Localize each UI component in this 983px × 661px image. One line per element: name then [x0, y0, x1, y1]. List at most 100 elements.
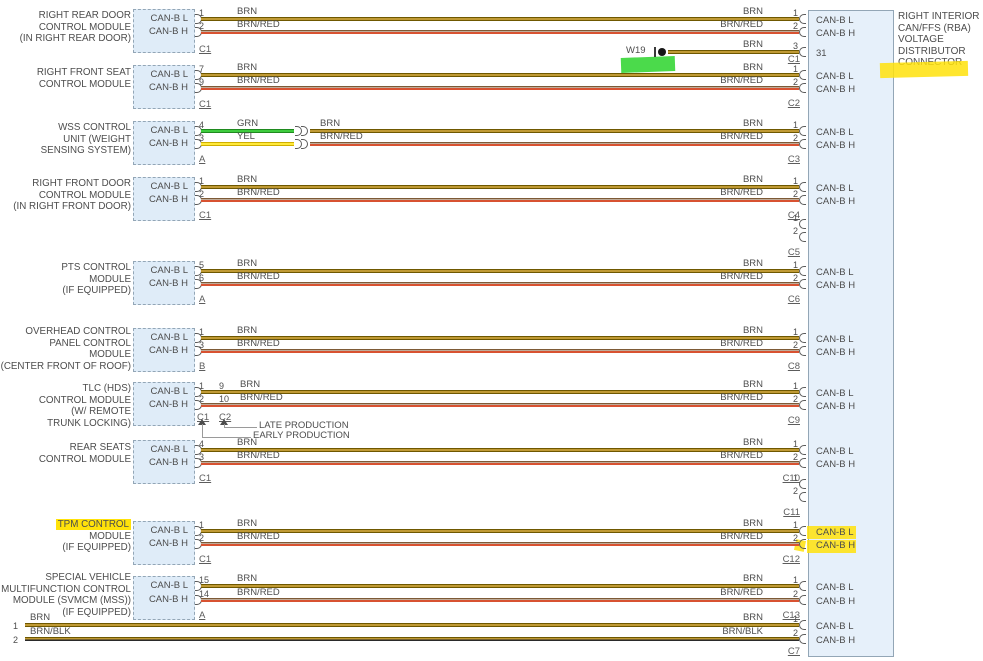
right-wire-label: BRN: [742, 325, 763, 336]
pin-number: 15: [199, 575, 210, 585]
production-arrow-icon: [220, 419, 228, 425]
right-wire-label: BRN/RED: [720, 187, 763, 198]
right-wire-label: BRN/RED: [720, 392, 763, 403]
wire-label: BRN: [237, 325, 258, 336]
module-name: TPM CONTROL MODULE (IF EQUIPPED): [0, 519, 131, 554]
right-port-label: CAN-B L: [816, 388, 854, 399]
wire-label: BRN: [237, 573, 258, 584]
right-port-label: CAN-B H: [816, 459, 856, 470]
module-name-line: CONTROL MODULE: [38, 453, 131, 465]
pin-number: 3: [199, 340, 205, 350]
module-name-line: (IF EQUIPPED): [62, 542, 131, 553]
module-port-label: CAN-B L: [150, 580, 188, 591]
right-pin-arc-icon: [799, 458, 806, 468]
right-connector-label: C2: [787, 98, 800, 109]
pin-number: 2: [199, 394, 205, 404]
wire: [201, 598, 799, 602]
right-wire-label: BRN: [742, 573, 763, 584]
module-name-line: (W/ REMOTE: [71, 406, 131, 417]
right-connector-label: C6: [787, 294, 800, 305]
right-pin-arc-icon: [799, 266, 806, 276]
module-box: [133, 65, 195, 109]
module-box: [133, 382, 195, 426]
wire-label: BRN/RED: [240, 392, 283, 403]
wire: [201, 129, 294, 133]
module-name-line: (IN RIGHT FRONT DOOR): [13, 201, 131, 212]
module-port-label: CAN-B L: [150, 181, 188, 192]
module-name: WSS CONTROL UNIT (WEIGHT SENSING SYSTEM): [0, 122, 131, 157]
right-pin-arc-icon: [799, 195, 806, 205]
module-name-line: MODULE: [89, 273, 131, 285]
pin-number: 5: [199, 260, 205, 270]
right-connector-label: C12: [782, 554, 800, 565]
production-arrow-icon: [198, 419, 206, 425]
right-pin-arc-icon: [799, 182, 806, 192]
right-pin-number: 1: [792, 439, 798, 449]
module-name-line: SPECIAL VEHICLE: [45, 572, 131, 583]
right-pin-arc-icon: [799, 47, 806, 57]
right-pin-number: 2: [792, 226, 798, 236]
right-pin-arc-icon: [799, 492, 806, 502]
wire-label: BRN/RED: [237, 19, 280, 30]
pin-number: 2: [199, 21, 205, 31]
wire: [201, 529, 799, 533]
pin-number: 4: [199, 120, 205, 130]
right-connector-title: RIGHT INTERIOR CAN/FFS (RBA) VOLTAGE DIS…: [898, 11, 982, 69]
module-name-line: (CENTER FRONT OF ROOF): [0, 360, 131, 372]
production-line: [202, 437, 251, 438]
right-port-label: CAN-B L: [816, 527, 854, 538]
wire: [25, 623, 799, 627]
right-connector-label: C13: [782, 610, 800, 621]
right-pin-number: 1: [792, 213, 798, 223]
right-pin-arc-icon: [799, 139, 806, 149]
wire: [201, 30, 799, 34]
right-pin-arc-icon: [799, 387, 806, 397]
right-pin-number: 3: [792, 41, 798, 51]
right-port-label: CAN-B L: [816, 446, 854, 457]
right-connector-label: C5: [787, 247, 800, 258]
right-port-label: CAN-B H: [816, 596, 856, 607]
right-pin-number: 1: [792, 260, 798, 270]
right-pin-number: 2: [792, 533, 798, 543]
right-pin-number: 1: [792, 575, 798, 585]
module-name-line: MODULE: [89, 530, 131, 542]
module-box: [133, 440, 195, 484]
connector-label: C1: [199, 44, 212, 55]
connector-label: A: [199, 154, 206, 165]
wire-label: BRN: [237, 518, 258, 529]
module-name: TLC (HDS) CONTROL MODULE (W/ REMOTE TRUNK L…: [0, 383, 131, 429]
right-port-label: CAN-B H: [816, 28, 856, 39]
module-name-line: (IN RIGHT REAR DOOR): [19, 33, 131, 44]
right-connector-label: C11: [783, 507, 800, 518]
pin-number: 3: [199, 452, 205, 462]
right-pin-number: 1: [792, 614, 798, 624]
right-connector-title-line: DISTRIBUTOR: [898, 45, 966, 57]
right-connector-title-line: VOLTAGE: [898, 34, 944, 45]
right-pin-arc-icon: [799, 126, 806, 136]
module-name: RIGHT FRONT DOOR CONTROL MODULE (IN RIGHT …: [0, 178, 131, 213]
right-port-label: CAN-B H: [816, 140, 856, 151]
right-pin-number: 2: [792, 589, 798, 599]
wire: [201, 403, 799, 407]
right-wire-label: BRN: [742, 612, 763, 623]
wire-label: BRN/RED: [237, 531, 280, 542]
right-pin-number: 2: [792, 133, 798, 143]
connector-label: C2: [219, 412, 232, 423]
connector-label: B: [199, 361, 206, 372]
right-wire-label: BRN: [742, 62, 763, 73]
module-name-line: REAR SEATS: [69, 442, 131, 453]
module-port-label: CAN-B L: [150, 69, 188, 80]
wire: [201, 461, 799, 465]
wire: [201, 73, 799, 77]
right-wire-label: BRN: [742, 39, 763, 50]
module-box: [133, 521, 195, 565]
wire-label: BRN/RED: [237, 187, 280, 198]
right-wire-label: BRN: [742, 118, 763, 129]
module-name: RIGHT FRONT SEAT CONTROL MODULE: [0, 67, 131, 90]
right-pin-number: 2: [792, 189, 798, 199]
right-pin-number: 2: [792, 273, 798, 283]
right-port-label: CAN-B H: [816, 347, 856, 358]
module-name-line: UNIT (WEIGHT: [63, 133, 131, 145]
module-port-label: CAN-B H: [148, 538, 188, 549]
right-connector-label: C9: [787, 415, 800, 426]
